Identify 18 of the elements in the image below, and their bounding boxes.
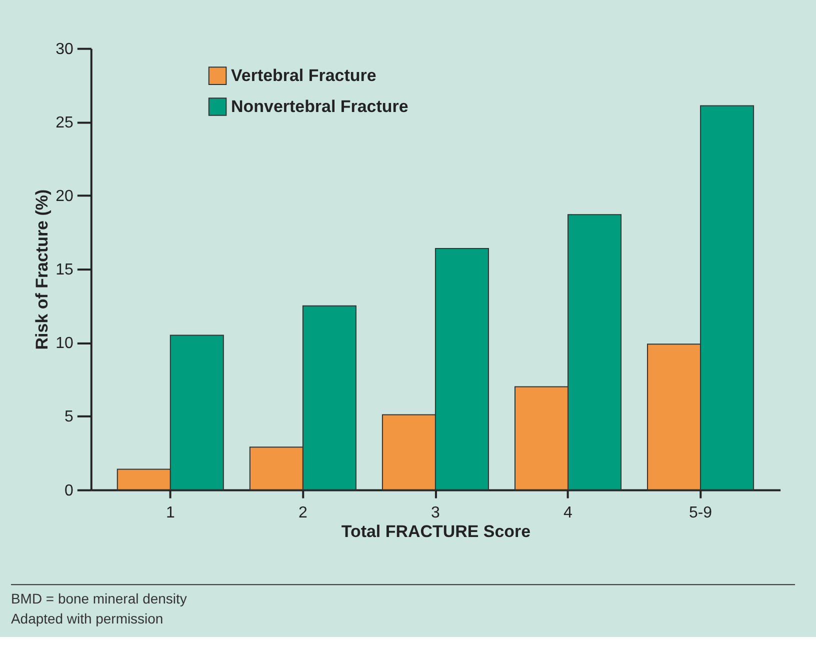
- x-axis-title: Total FRACTURE Score: [341, 522, 531, 542]
- x-tick-label: 3: [431, 504, 440, 522]
- y-tick-label: 20: [56, 188, 74, 205]
- y-tick-label: 25: [56, 114, 74, 132]
- y-tick-label: 10: [56, 335, 74, 352]
- y-tick-label: 5: [64, 408, 74, 426]
- y-tick-label: 15: [56, 262, 74, 279]
- y-tick-label: 30: [56, 40, 74, 58]
- text: BMD = bone mineral density: [10, 590, 187, 607]
- legend-label: Nonvertebral Fracture: [231, 96, 408, 116]
- legend-label: Vertebral Fracture: [231, 66, 376, 85]
- x-tick-label: 5-9: [688, 504, 712, 522]
- y-tick-label: 0: [64, 482, 74, 500]
- y-axis-title: Risk of Fracture (%): [32, 189, 52, 350]
- x-tick-label: 4: [564, 504, 573, 522]
- text: Adapted with permission: [10, 610, 164, 627]
- x-tick-label: 1: [166, 504, 175, 522]
- x-tick-label: 2: [298, 504, 308, 522]
